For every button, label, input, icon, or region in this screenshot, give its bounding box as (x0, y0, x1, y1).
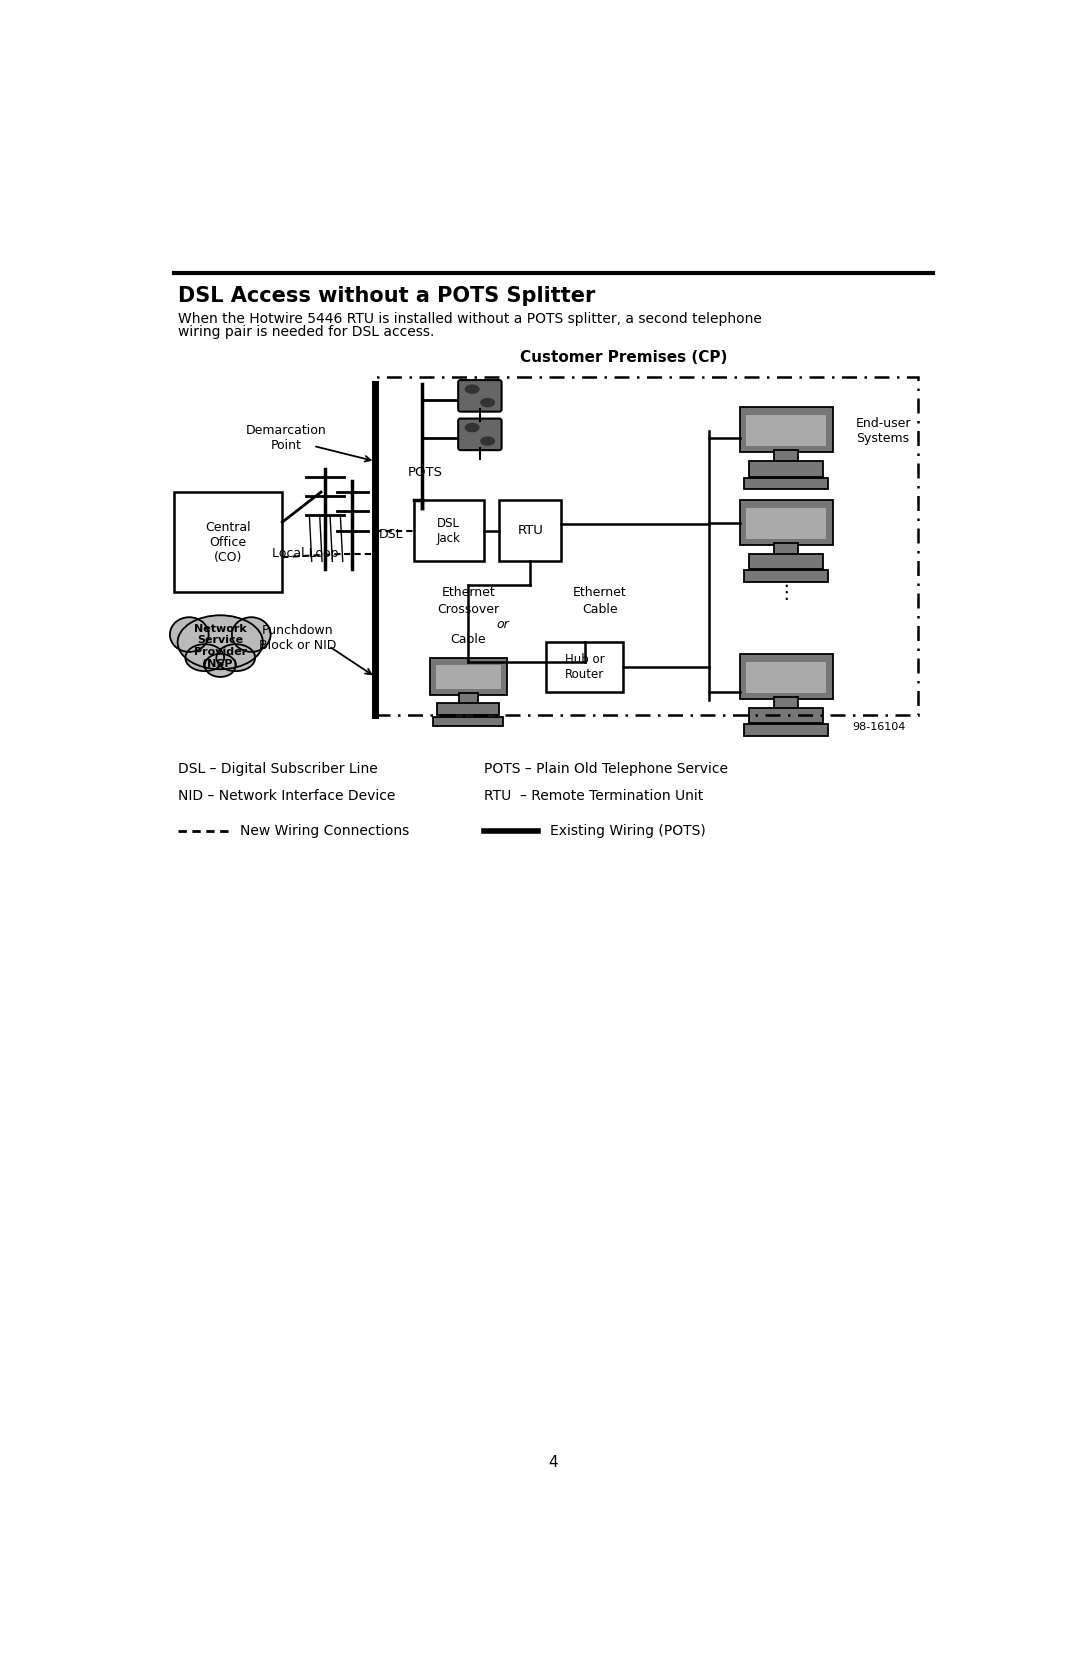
Bar (740, 654, 833, 699)
Text: DSL Access without a POTS Splitter: DSL Access without a POTS Splitter (177, 285, 595, 305)
Text: When the Hotwire 5446 RTU is installed without a POTS splitter, a second telepho: When the Hotwire 5446 RTU is installed w… (177, 312, 761, 325)
Bar (748, 708, 823, 723)
Bar (174, 492, 282, 592)
Text: Ethernet: Ethernet (442, 586, 495, 599)
Text: End-user
Systems: End-user Systems (855, 417, 912, 444)
Ellipse shape (205, 654, 235, 678)
Ellipse shape (216, 644, 255, 671)
Text: POTS – Plain Old Telephone Service: POTS – Plain Old Telephone Service (484, 763, 728, 776)
Bar (437, 703, 499, 716)
Bar (774, 696, 798, 709)
Bar (745, 416, 826, 446)
Text: Network
Service
Provider
(NSP): Network Service Provider (NSP) (193, 624, 247, 669)
Text: Local Loop: Local Loop (272, 547, 339, 561)
Bar (545, 643, 623, 693)
Text: Demarcation
Point: Demarcation Point (246, 424, 326, 452)
Text: Central
Office
(CO): Central Office (CO) (205, 521, 251, 564)
FancyBboxPatch shape (458, 381, 501, 412)
Text: 98-16104: 98-16104 (852, 723, 906, 733)
Ellipse shape (232, 618, 271, 653)
Bar (745, 507, 826, 539)
Bar (745, 661, 826, 693)
Bar (430, 658, 507, 696)
Bar (459, 693, 478, 704)
Text: RTU: RTU (517, 524, 543, 537)
Text: Cable: Cable (450, 634, 486, 646)
Bar (414, 499, 484, 561)
Text: wiring pair is needed for DSL access.: wiring pair is needed for DSL access. (177, 325, 434, 339)
Text: Crossover: Crossover (437, 603, 499, 616)
Text: or: or (497, 618, 510, 631)
Bar (748, 554, 823, 569)
Text: New Wiring Connections: New Wiring Connections (240, 824, 409, 838)
Bar (375, 377, 918, 716)
Text: NID – Network Interface Device: NID – Network Interface Device (177, 789, 395, 803)
Ellipse shape (170, 618, 208, 653)
Text: Cable: Cable (582, 603, 618, 616)
Text: 4: 4 (549, 1455, 558, 1470)
Text: Punchdown
Block or NID: Punchdown Block or NID (259, 624, 337, 653)
Text: POTS: POTS (408, 466, 443, 479)
Text: Customer Premises (CP): Customer Premises (CP) (519, 350, 727, 366)
Text: Existing Wiring (POTS): Existing Wiring (POTS) (550, 824, 705, 838)
Ellipse shape (481, 399, 495, 407)
Bar (435, 666, 501, 689)
Text: DSL
Jack: DSL Jack (437, 517, 461, 544)
Bar (774, 451, 798, 462)
Ellipse shape (177, 616, 262, 669)
Text: DSL – Digital Subscriber Line: DSL – Digital Subscriber Line (177, 763, 377, 776)
Ellipse shape (186, 644, 225, 671)
Text: ⋮: ⋮ (777, 582, 796, 603)
Bar (744, 724, 828, 736)
Ellipse shape (465, 424, 478, 432)
Bar (740, 407, 833, 452)
Bar (740, 499, 833, 544)
Text: Hub or
Router: Hub or Router (565, 653, 605, 681)
Bar (499, 499, 562, 561)
Text: RTU  – Remote Termination Unit: RTU – Remote Termination Unit (484, 789, 703, 803)
Text: Ethernet: Ethernet (573, 586, 626, 599)
Bar (774, 542, 798, 556)
Bar (744, 477, 828, 489)
Bar (748, 461, 823, 477)
Ellipse shape (465, 386, 478, 394)
Bar (744, 571, 828, 581)
FancyBboxPatch shape (458, 419, 501, 451)
Text: DSL: DSL (378, 527, 403, 541)
Bar (433, 716, 503, 726)
Ellipse shape (481, 437, 495, 446)
